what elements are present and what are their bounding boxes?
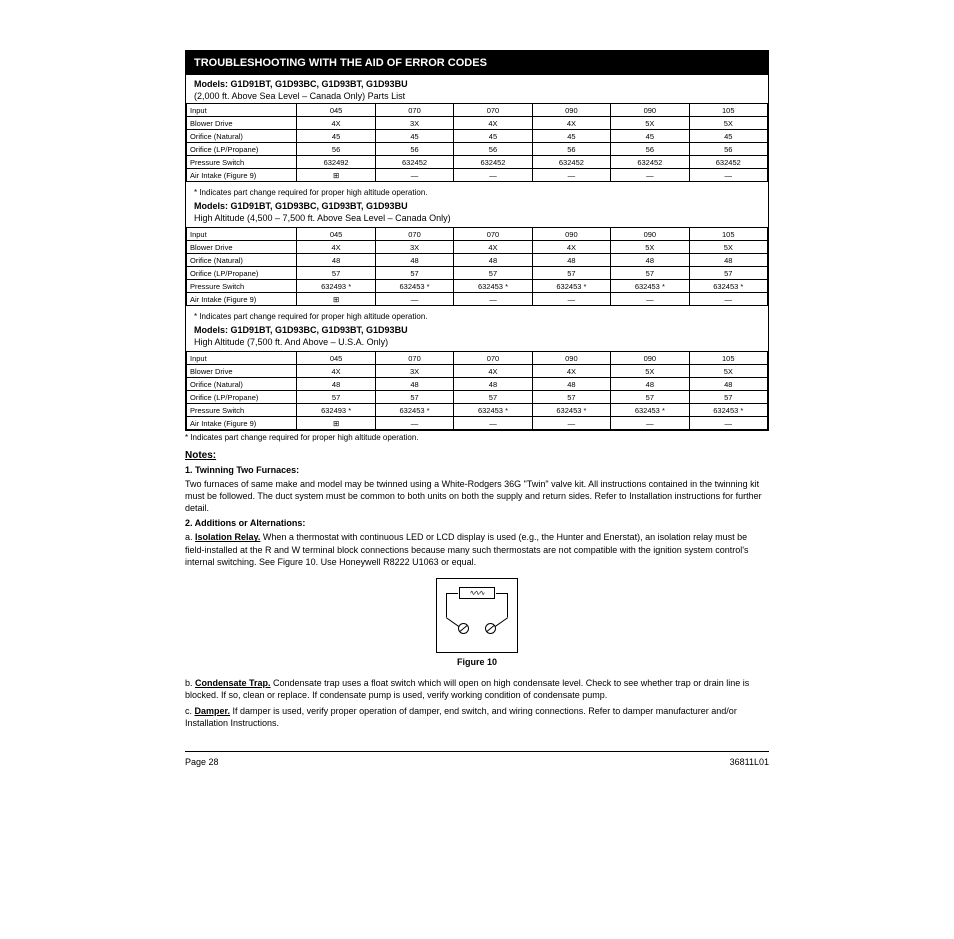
table-3: Input045070070090090105Blower Drive4X3X4…: [186, 351, 768, 430]
page-header: TROUBLESHOOTING WITH THE AID OF ERROR CO…: [186, 51, 768, 75]
figure-caption: Figure 10: [185, 657, 769, 667]
iso-relay-title: Isolation Relay.: [195, 532, 260, 542]
notes-sub1: 1. Twinning Two Furnaces:: [185, 465, 769, 475]
damper-body: If damper is used, verify proper operati…: [185, 706, 737, 728]
section2-line3: High Altitude (4,500 – 7,500 ft. Above S…: [194, 213, 760, 223]
section2-line2: Models: G1D91BT, G1D93BC, G1D93BT, G1D93…: [194, 201, 760, 211]
figure-10: ∿∿∿ Figure 10: [185, 578, 769, 667]
iso-relay-body: When a thermostat with continuous LED or…: [185, 532, 749, 566]
condensate-body: Condensate trap uses a float switch whic…: [185, 678, 749, 700]
terminal-screw-icon: [458, 623, 469, 634]
footer-right: 36811L01: [730, 757, 769, 767]
damper-title: Damper.: [195, 706, 231, 716]
notes-p2c: c. Damper. If damper is used, verify pro…: [185, 705, 769, 729]
section3-line2: Models: G1D91BT, G1D93BC, G1D93BT, G1D93…: [194, 325, 760, 335]
label-a: a.: [185, 532, 195, 542]
section3-note: * Indicates part change required for pro…: [194, 312, 760, 321]
notes-section: Notes: 1. Twinning Two Furnaces: Two fur…: [185, 450, 769, 729]
section2-note: * Indicates part change required for pro…: [194, 188, 760, 197]
label-b: b.: [185, 678, 195, 688]
page-footer: Page 28 36811L01: [185, 751, 769, 767]
final-note: * Indicates part change required for pro…: [185, 433, 769, 442]
label-c: c.: [185, 706, 195, 716]
section3-line3: High Altitude (7,500 ft. And Above – U.S…: [194, 337, 760, 347]
schematic-icon: ∿∿∿: [436, 578, 518, 653]
notes-title: Notes:: [185, 450, 769, 461]
footer-left: Page 28: [185, 757, 219, 767]
notes-p2b: b. Condensate Trap. Condensate trap uses…: [185, 677, 769, 701]
section2-heading: * Indicates part change required for pro…: [186, 182, 768, 227]
content-frame: TROUBLESHOOTING WITH THE AID OF ERROR CO…: [185, 50, 769, 431]
notes-sub2: 2. Additions or Alternations:: [185, 518, 769, 528]
terminal-screw-icon: [485, 623, 496, 634]
table-2: Input045070070090090105Blower Drive4X3X4…: [186, 227, 768, 306]
notes-p1: Two furnaces of same make and model may …: [185, 478, 769, 514]
table-1: Input045070070090090105Blower Drive4X3X4…: [186, 103, 768, 182]
section3-heading: * Indicates part change required for pro…: [186, 306, 768, 351]
condensate-title: Condensate Trap.: [195, 678, 271, 688]
notes-p2a: a. Isolation Relay. When a thermostat wi…: [185, 531, 769, 567]
section1-heading: Models: G1D91BT, G1D93BC, G1D93BT, G1D93…: [186, 75, 768, 103]
section1-line1: Models: G1D91BT, G1D93BC, G1D93BT, G1D93…: [194, 79, 760, 89]
section1-line2: (2,000 ft. Above Sea Level – Canada Only…: [194, 91, 760, 101]
